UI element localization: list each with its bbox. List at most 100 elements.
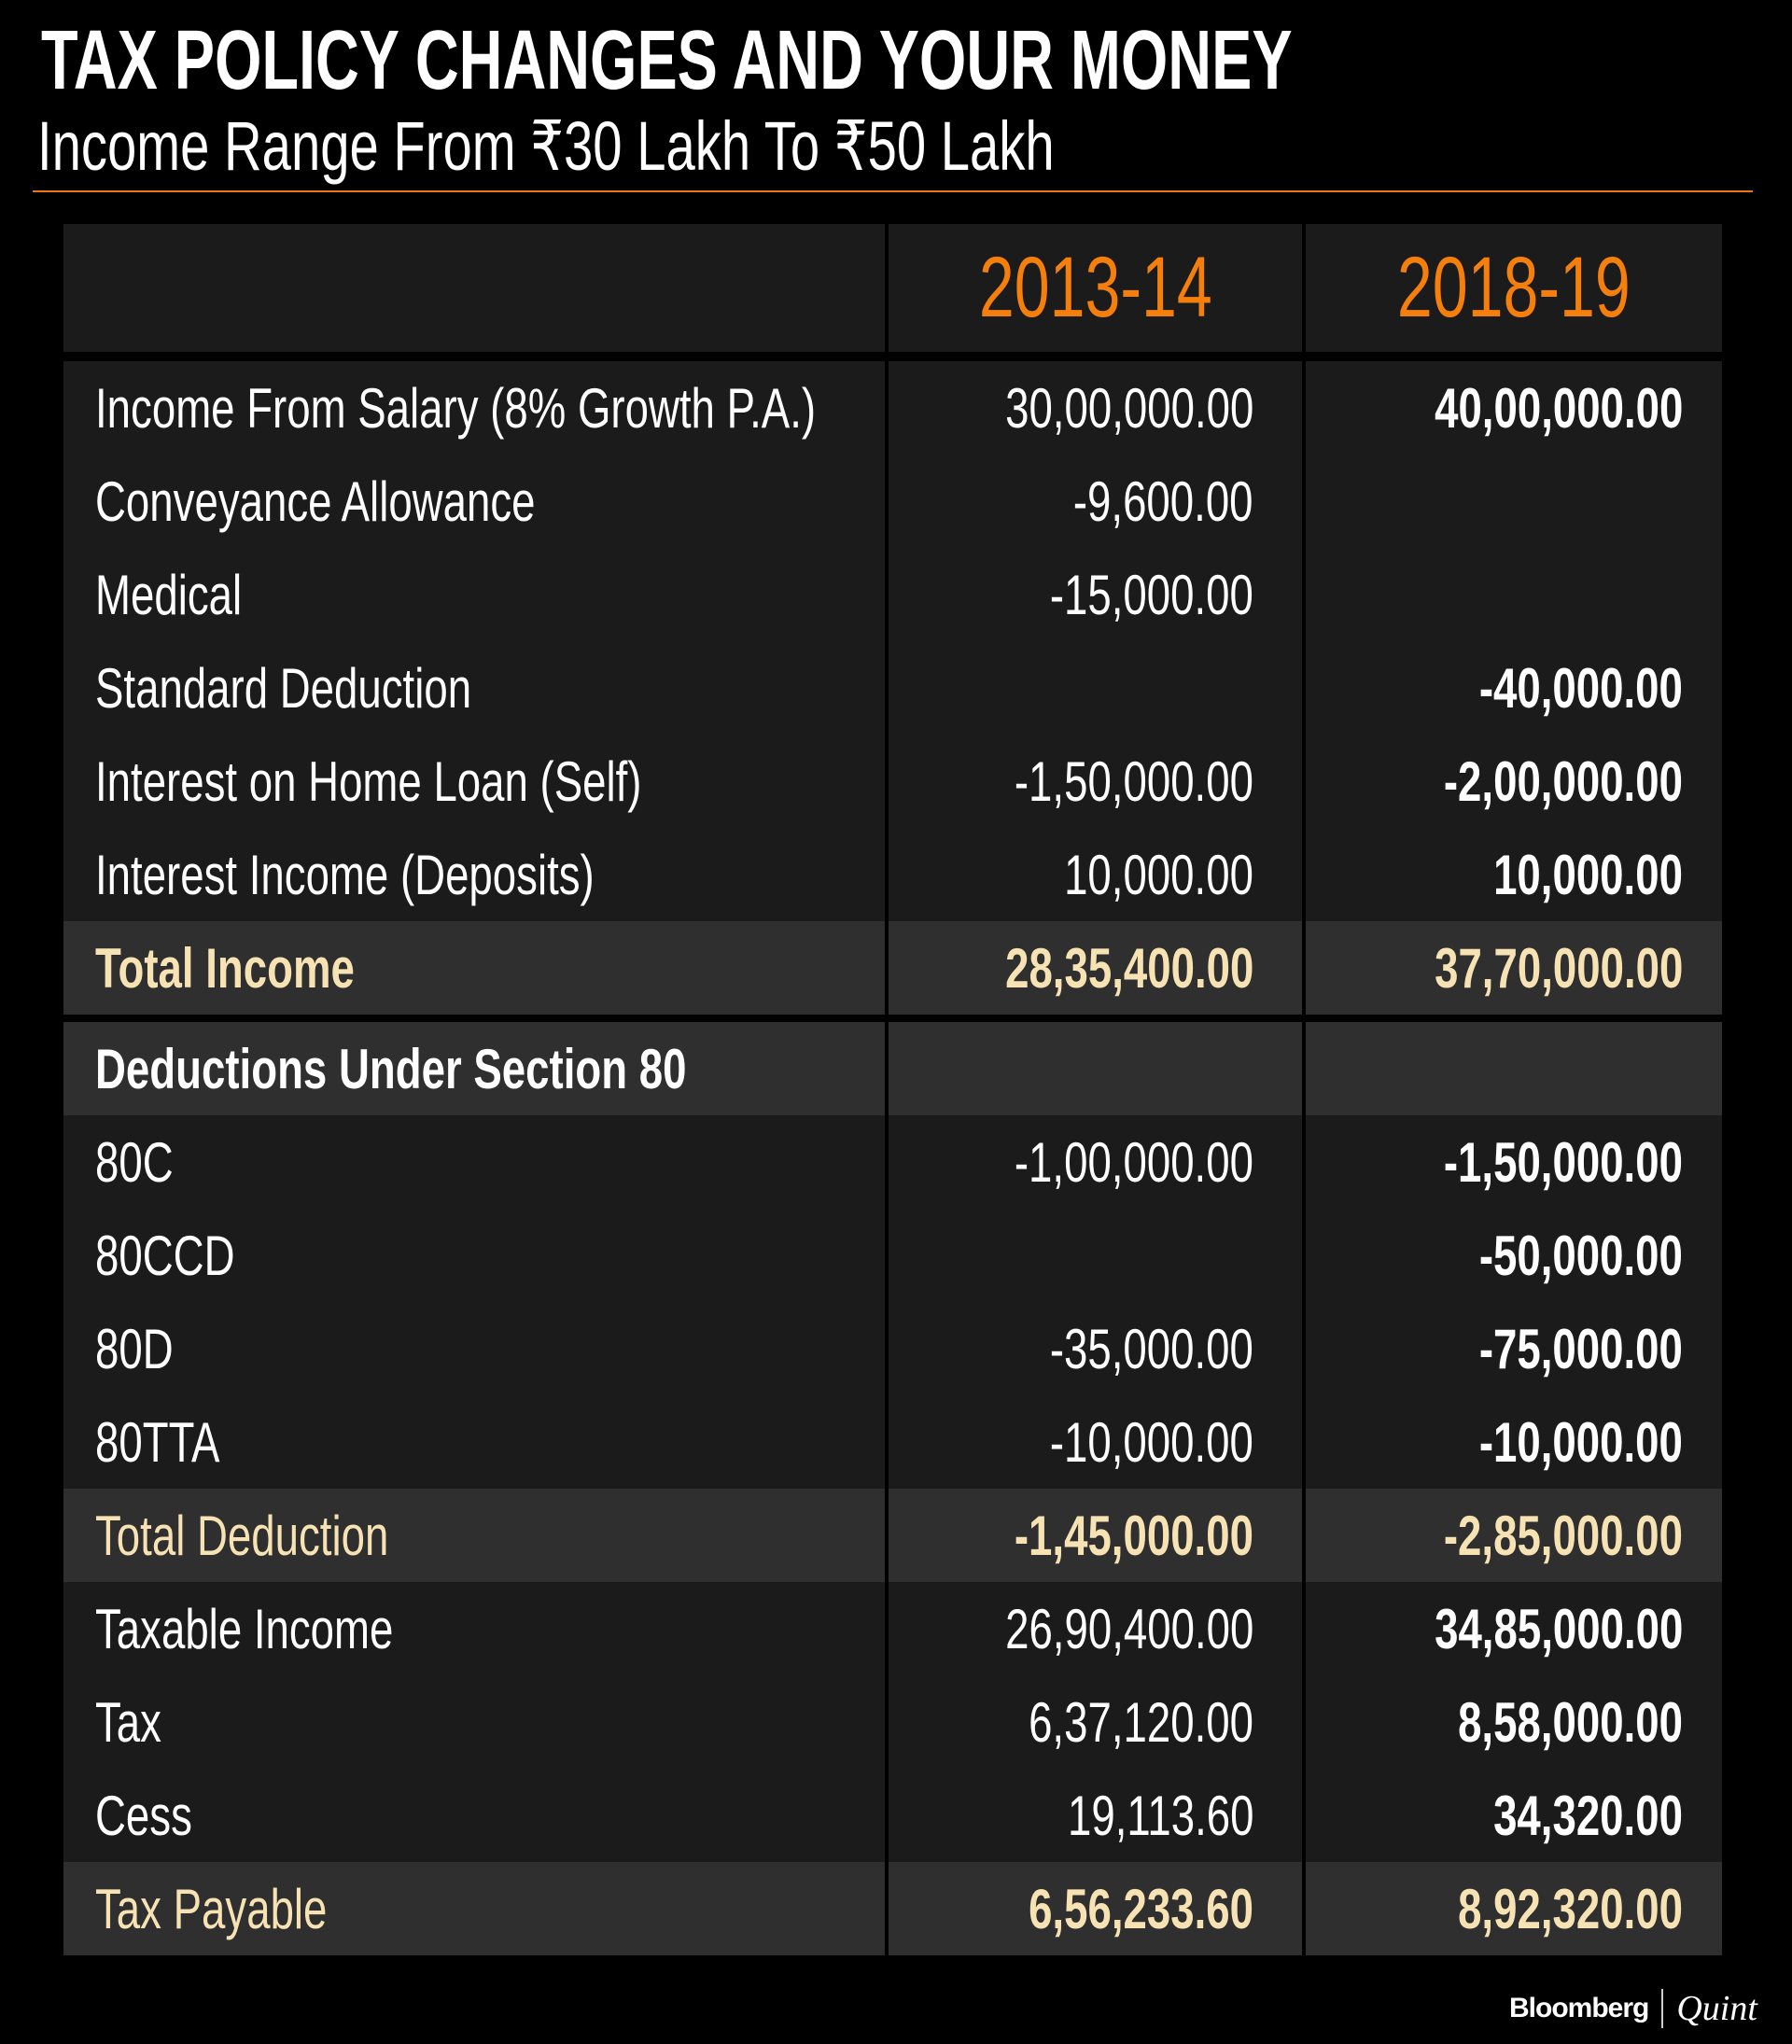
row-label-cell: Conveyance Allowance — [63, 455, 889, 548]
value-2013-14: -15,000.00 — [1049, 563, 1253, 626]
row-label: Standard Deduction — [95, 656, 472, 720]
table-row: Total Income 28,35,400.00 37,70,000.00 — [63, 921, 1722, 1015]
value-2018-19: -50,000.00 — [1478, 1224, 1683, 1287]
table-row: Interest Income (Deposits) 10,000.00 10,00… — [63, 828, 1722, 921]
value-2013-14: -1,45,000.00 — [1014, 1504, 1253, 1567]
row-label-cell: Interest Income (Deposits) — [63, 828, 889, 921]
value-2013-14-cell: 10,000.00 — [889, 828, 1306, 921]
row-label-cell: Interest on Home Loan (Self) — [63, 735, 889, 828]
value-2013-14-cell: -35,000.00 — [889, 1302, 1306, 1395]
value-2018-19-cell — [1306, 548, 1722, 641]
row-label-cell: 80TTA — [63, 1395, 889, 1489]
logo-bloomberg: Bloomberg — [1509, 1993, 1649, 2023]
value-2018-19: -75,000.00 — [1478, 1317, 1683, 1380]
page-title: TAX POLICY CHANGES AND YOUR MONEY — [41, 14, 1293, 107]
value-2013-14: -9,600.00 — [1073, 469, 1253, 533]
row-label: Total Deduction — [95, 1504, 389, 1567]
row-label-cell: 80CCD — [63, 1209, 889, 1302]
row-label-cell: Tax — [63, 1675, 889, 1769]
value-2013-14-cell: -1,50,000.00 — [889, 735, 1306, 828]
row-label-cell: Medical — [63, 548, 889, 641]
table-header: 2013-14 2018-19 — [63, 224, 1722, 352]
value-2018-19: 34,85,000.00 — [1434, 1597, 1683, 1660]
row-label: Cess — [95, 1784, 192, 1847]
value-2018-19-cell: 37,70,000.00 — [1306, 921, 1722, 1015]
header-2013-14: 2013-14 — [889, 224, 1306, 352]
table-row: Conveyance Allowance -9,600.00 — [63, 455, 1722, 548]
value-2013-14-cell: 6,37,120.00 — [889, 1675, 1306, 1769]
table-row: Taxable Income 26,90,400.00 34,85,000.00 — [63, 1582, 1722, 1675]
row-label-cell: Cess — [63, 1769, 889, 1862]
value-2018-19-cell: 34,320.00 — [1306, 1769, 1722, 1862]
logo-quint: Quint — [1676, 1989, 1757, 2028]
row-label: Conveyance Allowance — [95, 469, 536, 533]
row-label: 80CCD — [95, 1224, 235, 1287]
column-header: 2018-19 — [1397, 240, 1631, 335]
divider — [33, 190, 1753, 192]
value-2013-14-cell: 19,113.60 — [889, 1769, 1306, 1862]
table-row: 80C -1,00,000.00 -1,50,000.00 — [63, 1115, 1722, 1209]
value-2018-19-cell: 40,00,000.00 — [1306, 361, 1722, 455]
value-2018-19: 10,000.00 — [1493, 843, 1683, 906]
value-2018-19: -1,50,000.00 — [1443, 1130, 1683, 1194]
row-label: Medical — [95, 563, 243, 626]
value-2018-19: 8,92,320.00 — [1458, 1877, 1683, 1940]
value-2018-19: 37,70,000.00 — [1434, 936, 1683, 1000]
value-2013-14-cell: -9,600.00 — [889, 455, 1306, 548]
value-2013-14-cell — [889, 1209, 1306, 1302]
row-label: Tax — [95, 1690, 161, 1754]
value-2013-14-cell: -1,00,000.00 — [889, 1115, 1306, 1209]
value-2013-14-cell: -15,000.00 — [889, 548, 1306, 641]
page-subtitle: Income Range From ₹30 Lakh To ₹50 Lakh — [37, 107, 1055, 185]
table-row: Income From Salary (8% Growth P.A.) 30,00… — [63, 361, 1722, 455]
row-label-cell: Income From Salary (8% Growth P.A.) — [63, 361, 889, 455]
value-2013-14: 28,35,400.00 — [1004, 936, 1253, 1000]
value-2013-14-cell: 26,90,400.00 — [889, 1582, 1306, 1675]
table-row: 80D -35,000.00 -75,000.00 — [63, 1302, 1722, 1395]
value-2018-19: 40,00,000.00 — [1434, 376, 1683, 440]
value-2013-14: 30,00,000.00 — [1004, 376, 1253, 440]
row-label-cell: Deductions Under Section 80 — [63, 1022, 889, 1115]
row-label: Total Income — [95, 936, 355, 1000]
row-label: 80C — [95, 1130, 174, 1194]
table-row: Standard Deduction -40,000.00 — [63, 641, 1722, 735]
row-label: 80D — [95, 1317, 174, 1380]
value-2018-19-cell: -75,000.00 — [1306, 1302, 1722, 1395]
row-label-cell: 80C — [63, 1115, 889, 1209]
bloomberg-quint-logo: Bloomberg Quint — [1509, 1988, 1757, 2029]
value-2013-14-cell — [889, 641, 1306, 735]
row-label: 80TTA — [95, 1410, 220, 1474]
value-2018-19-cell: 34,85,000.00 — [1306, 1582, 1722, 1675]
table-row: Interest on Home Loan (Self) -1,50,000.00… — [63, 735, 1722, 828]
value-2018-19-cell: -10,000.00 — [1306, 1395, 1722, 1489]
value-2018-19-cell: -2,85,000.00 — [1306, 1489, 1722, 1582]
value-2018-19-cell: -1,50,000.00 — [1306, 1115, 1722, 1209]
value-2013-14: 26,90,400.00 — [1004, 1597, 1253, 1660]
table-row: Tax Payable 6,56,233.60 8,92,320.00 — [63, 1862, 1722, 1955]
table-row: 80TTA -10,000.00 -10,000.00 — [63, 1395, 1722, 1489]
value-2013-14-cell: -10,000.00 — [889, 1395, 1306, 1489]
value-2013-14: -10,000.00 — [1049, 1410, 1253, 1474]
table-row: Cess 19,113.60 34,320.00 — [63, 1769, 1722, 1862]
value-2018-19-cell — [1306, 455, 1722, 548]
value-2018-19: -40,000.00 — [1478, 656, 1683, 720]
value-2013-14-cell — [889, 1022, 1306, 1115]
value-2013-14-cell: -1,45,000.00 — [889, 1489, 1306, 1582]
row-label: Income From Salary (8% Growth P.A.) — [95, 376, 817, 440]
value-2018-19: -2,00,000.00 — [1443, 749, 1683, 813]
value-2013-14: -35,000.00 — [1049, 1317, 1253, 1380]
row-label-cell: Tax Payable — [63, 1862, 889, 1955]
row-label-cell: 80D — [63, 1302, 889, 1395]
value-2018-19-cell: 8,58,000.00 — [1306, 1675, 1722, 1769]
column-header: 2013-14 — [978, 240, 1212, 335]
value-2018-19-cell: -2,00,000.00 — [1306, 735, 1722, 828]
table-row: Deductions Under Section 80 — [63, 1022, 1722, 1115]
value-2018-19-cell: -40,000.00 — [1306, 641, 1722, 735]
table-row: Tax 6,37,120.00 8,58,000.00 — [63, 1675, 1722, 1769]
value-2013-14: 6,37,120.00 — [1029, 1690, 1253, 1754]
value-2018-19-cell: 10,000.00 — [1306, 828, 1722, 921]
value-2018-19-cell: 8,92,320.00 — [1306, 1862, 1722, 1955]
value-2013-14-cell: 30,00,000.00 — [889, 361, 1306, 455]
tax-table: 2013-14 2018-19 Income From Salary (8% G… — [63, 224, 1722, 1955]
row-label: Tax Payable — [95, 1877, 328, 1940]
